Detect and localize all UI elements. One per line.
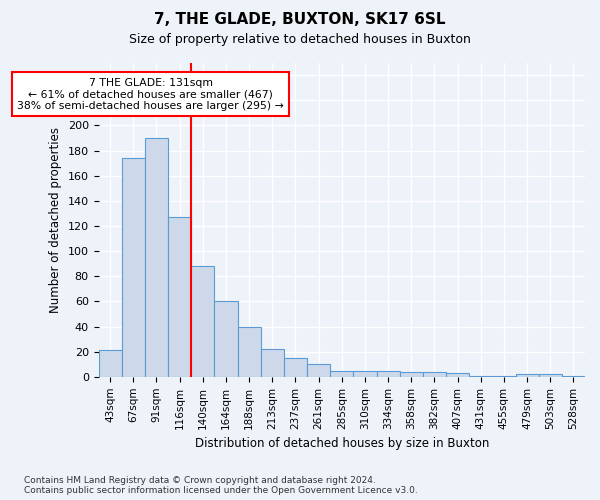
Bar <box>284 358 307 377</box>
Bar <box>377 370 400 377</box>
Bar <box>238 326 261 377</box>
Bar <box>261 349 284 377</box>
Text: 7, THE GLADE, BUXTON, SK17 6SL: 7, THE GLADE, BUXTON, SK17 6SL <box>154 12 446 28</box>
Bar <box>353 370 377 377</box>
Bar <box>539 374 562 377</box>
Text: Contains HM Land Registry data © Crown copyright and database right 2024.
Contai: Contains HM Land Registry data © Crown c… <box>24 476 418 495</box>
Bar <box>214 302 238 377</box>
Bar <box>423 372 446 377</box>
X-axis label: Distribution of detached houses by size in Buxton: Distribution of detached houses by size … <box>194 437 489 450</box>
Bar <box>168 217 191 377</box>
Bar <box>122 158 145 377</box>
Bar <box>562 376 585 377</box>
Bar <box>446 373 469 377</box>
Bar <box>98 350 122 377</box>
Bar <box>493 376 515 377</box>
Bar <box>515 374 539 377</box>
Text: Size of property relative to detached houses in Buxton: Size of property relative to detached ho… <box>129 32 471 46</box>
Text: 7 THE GLADE: 131sqm
← 61% of detached houses are smaller (467)
38% of semi-detac: 7 THE GLADE: 131sqm ← 61% of detached ho… <box>17 78 284 111</box>
Bar <box>307 364 330 377</box>
Bar <box>330 370 353 377</box>
Bar <box>145 138 168 377</box>
Bar <box>400 372 423 377</box>
Bar <box>469 376 493 377</box>
Bar <box>191 266 214 377</box>
Y-axis label: Number of detached properties: Number of detached properties <box>49 126 62 312</box>
